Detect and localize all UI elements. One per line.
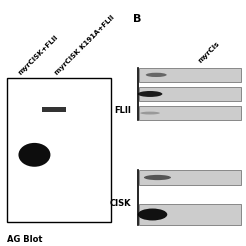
Text: FLII: FLII <box>115 106 132 115</box>
Ellipse shape <box>140 112 160 114</box>
Ellipse shape <box>18 143 50 167</box>
Text: AG Blot: AG Blot <box>7 235 43 244</box>
Ellipse shape <box>144 175 171 180</box>
Bar <box>139 170 241 185</box>
Ellipse shape <box>138 209 167 220</box>
Text: myrCISK+FLII: myrCISK+FLII <box>17 34 59 76</box>
Bar <box>139 106 241 120</box>
Text: B: B <box>133 14 141 24</box>
Text: myrCISK K191A+FLII: myrCISK K191A+FLII <box>54 14 116 76</box>
Bar <box>139 68 241 82</box>
Ellipse shape <box>146 73 167 77</box>
Ellipse shape <box>138 91 162 97</box>
Bar <box>7 78 111 222</box>
Text: CISK: CISK <box>110 199 132 208</box>
Bar <box>42 107 66 112</box>
Bar <box>139 204 241 225</box>
Text: myrCIs: myrCIs <box>197 41 220 64</box>
Bar <box>139 87 241 101</box>
